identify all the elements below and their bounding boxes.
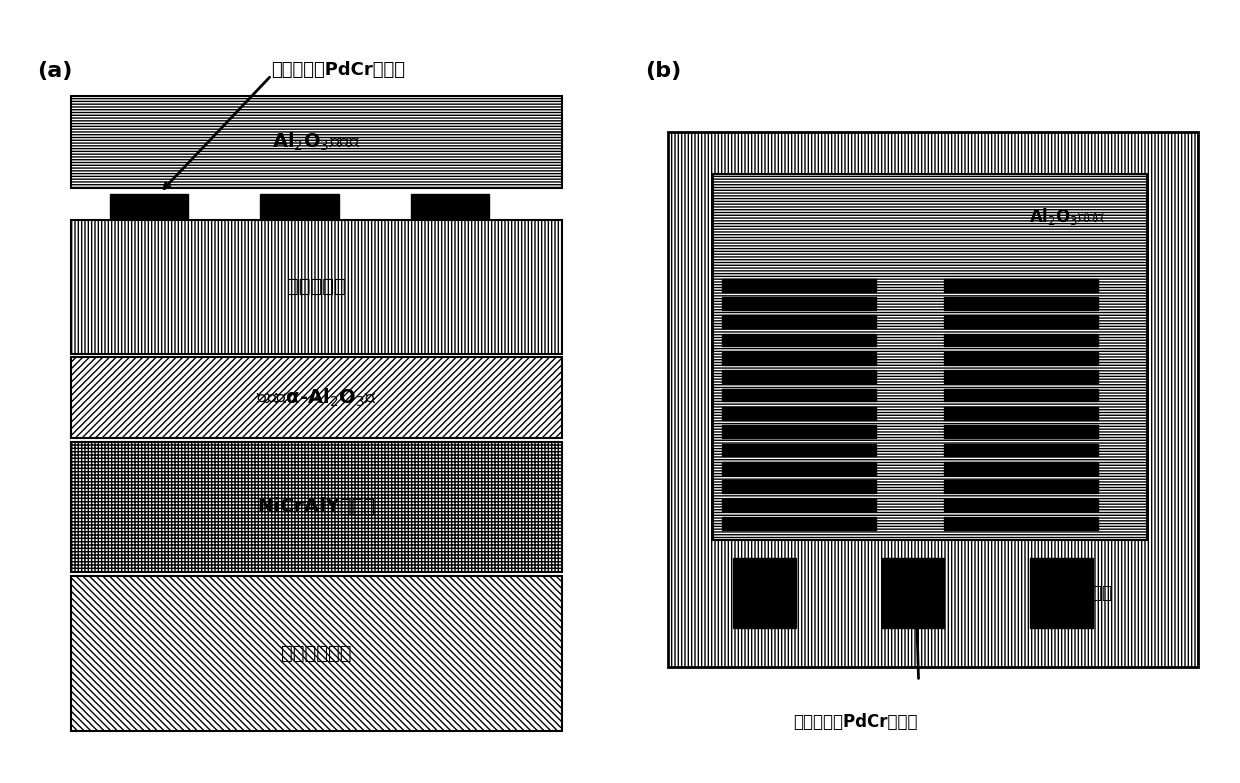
Bar xyxy=(722,425,875,438)
Text: 组合绝缘层: 组合绝缘层 xyxy=(1063,584,1112,602)
Bar xyxy=(713,174,1147,540)
Bar xyxy=(410,194,489,218)
Bar xyxy=(722,407,875,420)
Bar xyxy=(945,297,1099,310)
Bar xyxy=(945,499,1099,511)
Bar xyxy=(945,370,1099,383)
Bar xyxy=(722,279,875,291)
Bar xyxy=(109,194,187,218)
Bar xyxy=(71,220,562,354)
Bar xyxy=(945,316,1099,328)
Bar xyxy=(722,316,875,328)
Bar xyxy=(882,557,945,628)
Bar xyxy=(722,334,875,346)
Bar xyxy=(733,557,796,628)
Bar xyxy=(722,297,875,310)
Text: Al$_2$O$_3$保护层: Al$_2$O$_3$保护层 xyxy=(272,131,361,153)
Bar xyxy=(945,352,1099,365)
Bar xyxy=(722,352,875,365)
Bar xyxy=(722,444,875,456)
Bar xyxy=(945,407,1099,420)
Bar xyxy=(260,194,339,218)
Bar xyxy=(722,499,875,511)
Text: (a): (a) xyxy=(37,61,73,81)
Bar xyxy=(71,576,562,731)
Bar xyxy=(945,517,1099,529)
Text: (b): (b) xyxy=(645,61,681,81)
Bar xyxy=(722,517,875,529)
Text: 组合绝缘层: 组合绝缘层 xyxy=(286,277,346,296)
Bar xyxy=(667,132,1198,667)
Text: 镍基合金基底: 镍基合金基底 xyxy=(281,644,351,662)
Text: 热氧化α-Al$_2$O$_3$层: 热氧化α-Al$_2$O$_3$层 xyxy=(255,387,377,409)
Bar xyxy=(945,425,1099,438)
Bar xyxy=(722,462,875,474)
Bar xyxy=(1030,557,1092,628)
Bar xyxy=(722,388,875,402)
Bar xyxy=(71,96,562,188)
Bar xyxy=(945,480,1099,493)
Bar xyxy=(71,357,562,438)
Bar xyxy=(945,279,1099,291)
Bar xyxy=(722,370,875,383)
Bar xyxy=(945,388,1099,402)
Text: 半桥式结构PdCr敏感层: 半桥式结构PdCr敏感层 xyxy=(794,713,918,731)
Text: NiCrAlY过渡层: NiCrAlY过渡层 xyxy=(257,497,376,516)
Bar xyxy=(71,442,562,572)
Bar xyxy=(945,462,1099,474)
Text: 半桥式结构PdCr敏感层: 半桥式结构PdCr敏感层 xyxy=(272,61,405,79)
Bar xyxy=(945,444,1099,456)
Bar xyxy=(945,334,1099,346)
Text: Al$_2$O$_3$保护层: Al$_2$O$_3$保护层 xyxy=(1029,206,1105,226)
Bar xyxy=(722,480,875,493)
